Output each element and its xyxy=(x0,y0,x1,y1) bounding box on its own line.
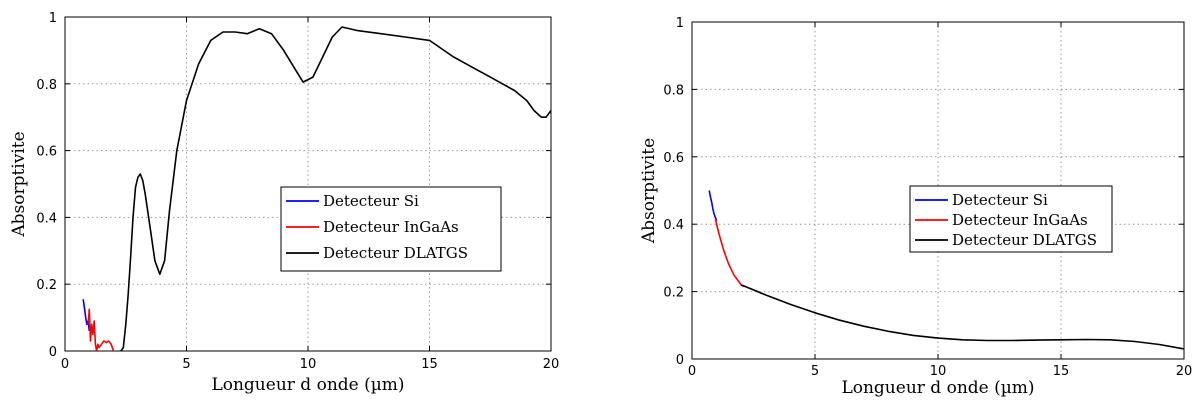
y-tick-label: 0.8 xyxy=(663,83,684,98)
series-line-detecteur-si xyxy=(708,190,718,222)
y-axis-label: Absorptivite xyxy=(639,138,659,244)
x-tick-label: 0 xyxy=(61,357,69,372)
y-tick-label: 0.8 xyxy=(36,78,57,93)
x-tick-label: 20 xyxy=(543,357,560,372)
legend-label-detecteur-si: Detecteur Si xyxy=(952,191,1048,209)
series-line-detecteur-ingaas xyxy=(87,308,115,351)
legend-label-detecteur-dlatgs: Detecteur DLATGS xyxy=(952,231,1097,249)
y-axis-label: Absorptivite xyxy=(9,131,29,237)
legend: Detecteur Si Detecteur InGaAs Detecteur DL… xyxy=(280,186,502,272)
legend-label-detecteur-dlatgs: Detecteur DLATGS xyxy=(323,244,468,262)
legend: Detecteur Si Detecteur InGaAs Detecteur DL… xyxy=(909,185,1113,253)
y-tick-label: 0 xyxy=(676,353,684,368)
y-tick-label: 0.6 xyxy=(36,145,57,160)
x-axis-label: Longueur d onde (µm) xyxy=(841,378,1034,398)
y-tick-label: 0.4 xyxy=(663,218,684,233)
x-tick-label: 10 xyxy=(930,364,947,379)
x-tick-label: 15 xyxy=(421,357,438,372)
x-tick-label: 20 xyxy=(1176,364,1193,379)
x-axis-label: Longueur d onde (µm) xyxy=(211,375,404,395)
right-chart: 0 5 10 15 20 0 0.2 0.4 0.6 0.8 1 Longueur d onde (µ… xyxy=(639,16,1192,398)
x-tick-label: 5 xyxy=(182,357,190,372)
legend-label-detecteur-ingaas: Detecteur InGaAs xyxy=(952,211,1088,229)
y-tick-label: 0.2 xyxy=(36,278,57,293)
series-line-detecteur-dlatgs xyxy=(120,26,551,351)
y-tick-label: 1 xyxy=(676,16,684,31)
legend-label-detecteur-ingaas: Detecteur InGaAs xyxy=(323,218,459,236)
x-tick-label: 10 xyxy=(300,357,317,372)
x-tick-label: 0 xyxy=(688,364,696,379)
x-tick-label: 15 xyxy=(1053,364,1070,379)
series-line-detecteur-ingaas xyxy=(714,218,745,288)
legend-label-detecteur-si: Detecteur Si xyxy=(323,192,419,210)
y-tick-label: 0.4 xyxy=(36,211,57,226)
legend-box xyxy=(909,185,1113,253)
y-tick-label: 0.2 xyxy=(663,286,684,301)
y-tick-label: 0 xyxy=(49,345,57,360)
y-tick-label: 0.6 xyxy=(663,151,684,166)
y-tick-label: 1 xyxy=(49,11,57,26)
x-tick-label: 5 xyxy=(811,364,819,379)
series-line-detecteur-dlatgs xyxy=(740,284,1184,350)
left-chart: 0 5 10 15 20 0 0.2 0.4 0.6 0.8 1 Longueur d onde (µ… xyxy=(9,11,559,395)
